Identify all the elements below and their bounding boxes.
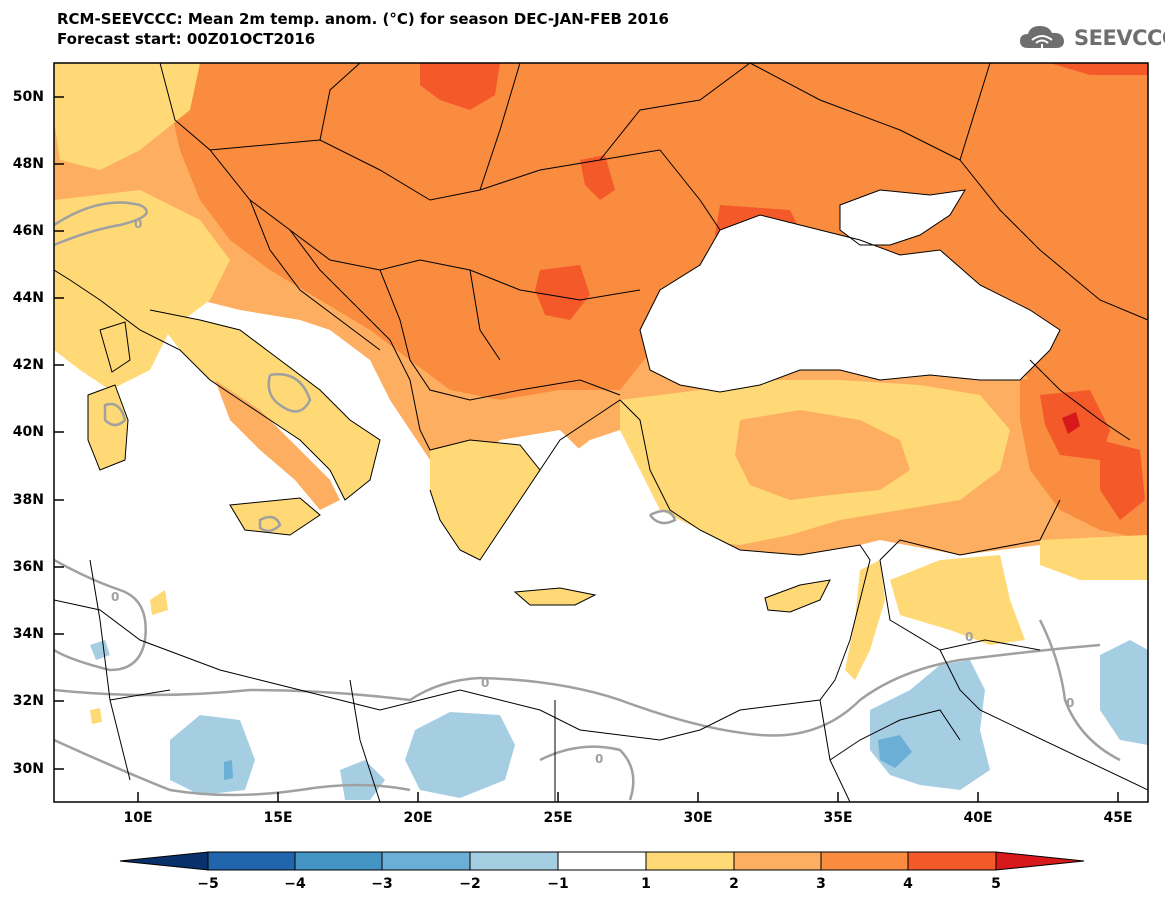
colorbar-label: −3 xyxy=(371,876,393,892)
italy-land xyxy=(150,310,380,500)
sicily xyxy=(230,498,320,535)
lon-label: 35E xyxy=(823,810,853,826)
contour-label: 0 xyxy=(965,630,974,644)
anomaly-zone-1-2 xyxy=(54,63,200,170)
colorbar-segment xyxy=(645,851,735,871)
cold-anomaly-strong xyxy=(224,760,233,780)
cloud-icon xyxy=(1020,26,1064,53)
anomaly-zone-4-5 xyxy=(420,63,500,110)
lon-label: 30E xyxy=(683,810,713,826)
cyprus xyxy=(765,580,830,612)
zero-contours xyxy=(54,201,1121,801)
anomaly-zone-1-2 xyxy=(890,555,1025,645)
colorbar-over-triangle xyxy=(995,851,1085,871)
colorbar-segment xyxy=(733,851,822,871)
lat-label: 32N xyxy=(12,693,44,709)
contour-label: 0 xyxy=(1066,696,1075,710)
lat-label: 34N xyxy=(12,626,44,642)
lat-label: 36N xyxy=(12,559,44,575)
forecast-start: Forecast start: 00Z01OCT2016 xyxy=(57,30,316,48)
colorbar-segment xyxy=(294,851,383,871)
colorbar-segment xyxy=(557,851,647,871)
lon-label: 25E xyxy=(543,810,573,826)
colorbar-segment xyxy=(207,851,296,871)
coastlines xyxy=(54,189,1061,741)
anomaly-zone-gt5 xyxy=(1062,412,1080,434)
colorbar-segment xyxy=(820,851,909,871)
contour-label: 0 xyxy=(134,217,143,231)
anomaly-zone-1-2 xyxy=(90,708,102,724)
anomaly-zone-3-4 xyxy=(160,63,1148,420)
cold-anomaly xyxy=(1100,640,1148,745)
logo-text: SEEVCCC xyxy=(1074,26,1165,50)
crete xyxy=(515,588,595,605)
lat-label: 30N xyxy=(12,761,44,777)
colorbar-segment xyxy=(907,851,997,871)
lat-label: 48N xyxy=(12,156,44,172)
anomaly-zone-4-5 xyxy=(580,155,615,200)
lon-label: 15E xyxy=(263,810,293,826)
colorbar-label: 1 xyxy=(641,876,651,892)
axis-ticks xyxy=(54,96,1119,802)
cold-anomaly xyxy=(340,760,385,800)
lon-label: 10E xyxy=(123,810,153,826)
anomaly-zone-2-3 xyxy=(735,410,910,500)
mediterranean-sea xyxy=(54,380,870,740)
colorbar-under-triangle xyxy=(119,851,209,871)
colorbar-label: 5 xyxy=(991,876,1001,892)
colorbar-segment xyxy=(469,851,559,871)
cold-anomaly xyxy=(90,640,110,660)
anomaly-zone-1-2 xyxy=(1040,535,1148,580)
cold-anomaly xyxy=(405,712,515,798)
anomaly-zone-4-5 xyxy=(1100,440,1145,520)
lat-label: 44N xyxy=(12,290,44,306)
lat-label: 38N xyxy=(12,492,44,508)
lat-label: 50N xyxy=(12,89,44,105)
greece-land xyxy=(430,440,540,560)
colorbar-label: 4 xyxy=(903,876,913,892)
black-sea xyxy=(640,215,1060,392)
anomaly-zone-4-5 xyxy=(535,265,590,320)
colorbar-label: −4 xyxy=(284,876,306,892)
anomaly-zone-1-2 xyxy=(150,590,168,615)
lat-label: 42N xyxy=(12,357,44,373)
italy-land xyxy=(215,380,340,510)
colorbar-label: −1 xyxy=(547,876,569,892)
colorbar-segment xyxy=(381,851,471,871)
seevccc-logo: SEEVCCC xyxy=(1018,22,1165,56)
lon-label: 40E xyxy=(963,810,993,826)
map-title: RCM-SEEVCCC: Mean 2m temp. anom. (°C) fo… xyxy=(57,10,669,28)
colorbar-label: 3 xyxy=(816,876,826,892)
colorbar-label: −5 xyxy=(197,876,219,892)
anomaly-zone-1-2 xyxy=(845,560,885,680)
colorbar-label: 2 xyxy=(729,876,739,892)
contour-label: 0 xyxy=(595,752,604,766)
cold-anomaly-strong xyxy=(878,735,912,768)
anomaly-zone-4-5 xyxy=(1050,63,1148,75)
lon-label: 45E xyxy=(1103,810,1133,826)
corsica xyxy=(100,322,130,372)
contour-label: 0 xyxy=(481,676,490,690)
colorbar xyxy=(119,851,1085,871)
anomaly-zone-1-2 xyxy=(54,190,230,390)
cold-anomaly xyxy=(170,715,255,795)
country-borders xyxy=(89,63,1148,802)
azov-sea xyxy=(840,190,965,245)
lat-label: 46N xyxy=(12,223,44,239)
lat-label: 40N xyxy=(12,424,44,440)
lon-label: 20E xyxy=(403,810,433,826)
colorbar-label: −2 xyxy=(459,876,481,892)
contour-label: 0 xyxy=(111,590,120,604)
